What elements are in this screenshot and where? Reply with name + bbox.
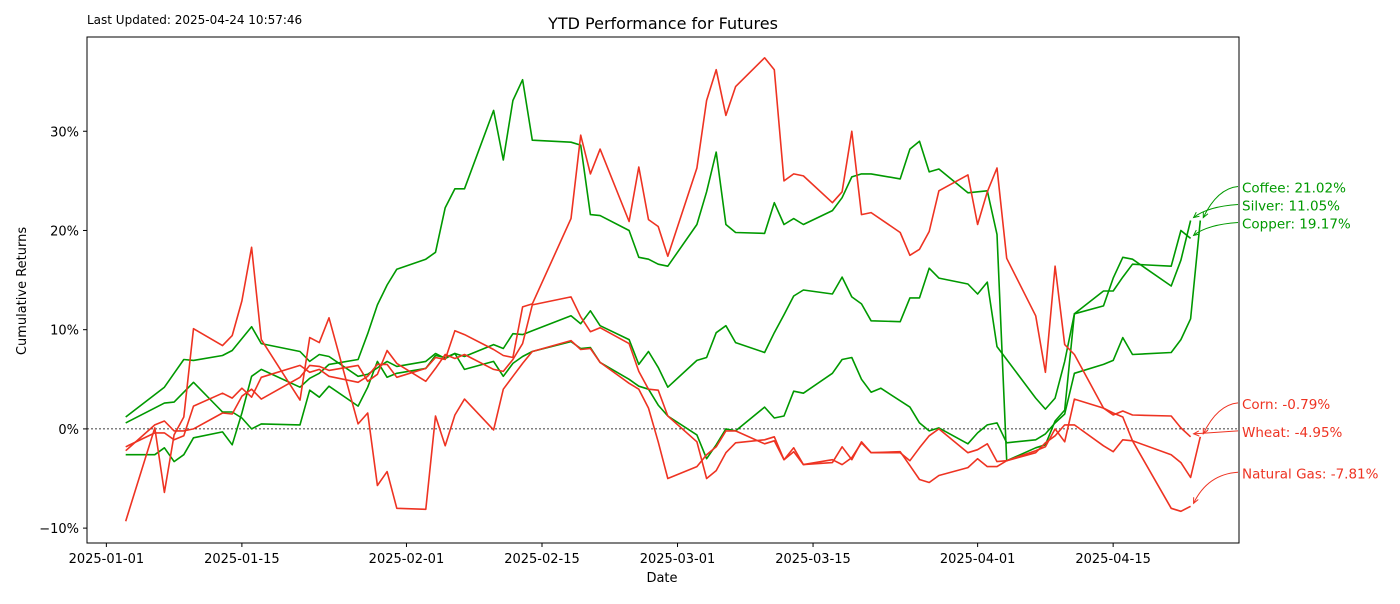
x-tick-label: 2025-04-01	[940, 552, 1016, 567]
x-tick-label: 2025-03-15	[775, 552, 851, 567]
y-tick-label: −10%	[39, 522, 79, 537]
x-tick-label: 2025-03-01	[640, 552, 716, 567]
x-tick-label: 2025-01-15	[204, 552, 280, 567]
series-line-coffee	[125, 220, 1202, 460]
annotation-arrow-copper	[1193, 222, 1239, 236]
series-lines	[124, 57, 1202, 522]
series-label-copper: Copper: 19.17%	[1242, 217, 1351, 233]
annotation-arrowhead-wheat	[1192, 430, 1200, 437]
series-line-wheat	[125, 57, 1192, 448]
series-line-copper	[125, 229, 1192, 430]
y-tick-label: 20%	[50, 224, 79, 239]
series-label-natural-gas: Natural Gas: -7.81%	[1242, 466, 1379, 482]
series-line-silver	[125, 78, 1192, 463]
annotation-arrowhead-coffee	[1202, 211, 1209, 219]
annotation-arrow-coffee	[1202, 186, 1239, 218]
x-tick-label: 2025-02-01	[369, 552, 445, 567]
y-axis-title: Cumulative Returns	[15, 227, 30, 355]
x-tick-label: 2025-01-01	[69, 552, 145, 567]
annotation-arrow-corn	[1202, 402, 1239, 435]
annotation-arrow-natural-gas	[1193, 471, 1239, 504]
annotation-arrowhead-natural-gas	[1193, 497, 1199, 505]
end-annotations: Coffee: 21.02% Copper: 19.17% Silver: 11.0…	[1192, 181, 1379, 505]
x-tick-label: 2025-02-15	[504, 552, 580, 567]
annotation-arrow-wheat	[1193, 430, 1239, 435]
x-axis: 2025-01-01 2025-01-15 2025-02-01 2025-02-15…	[69, 543, 1151, 567]
annotation-arrow-silver	[1193, 204, 1239, 218]
annotation-arrowhead-silver	[1192, 211, 1200, 219]
y-tick-label: 30%	[50, 125, 79, 140]
series-label-wheat: Wheat: -4.95%	[1242, 425, 1343, 441]
series-line-natural-gas	[124, 246, 1191, 522]
plot-frame	[86, 36, 1240, 544]
series-label-coffee: Coffee: 21.02%	[1242, 181, 1346, 197]
series-label-silver: Silver: 11.05%	[1242, 199, 1340, 215]
x-tick-label: 2025-04-15	[1075, 552, 1151, 567]
y-tick-label: 10%	[50, 324, 79, 339]
annotation-arrowhead-copper	[1192, 229, 1200, 237]
x-axis-title: Date	[646, 571, 677, 586]
y-axis: −10% 0% 10% 20% 30%	[39, 125, 87, 537]
annotation-arrowhead-corn	[1202, 427, 1209, 435]
chart-title: YTD Performance for Futures	[547, 14, 778, 33]
last-updated-text: Last Updated: 2025-04-24 10:57:46	[87, 13, 302, 27]
series-label-corn: Corn: -0.79%	[1242, 397, 1330, 413]
y-tick-label: 0%	[58, 423, 79, 438]
